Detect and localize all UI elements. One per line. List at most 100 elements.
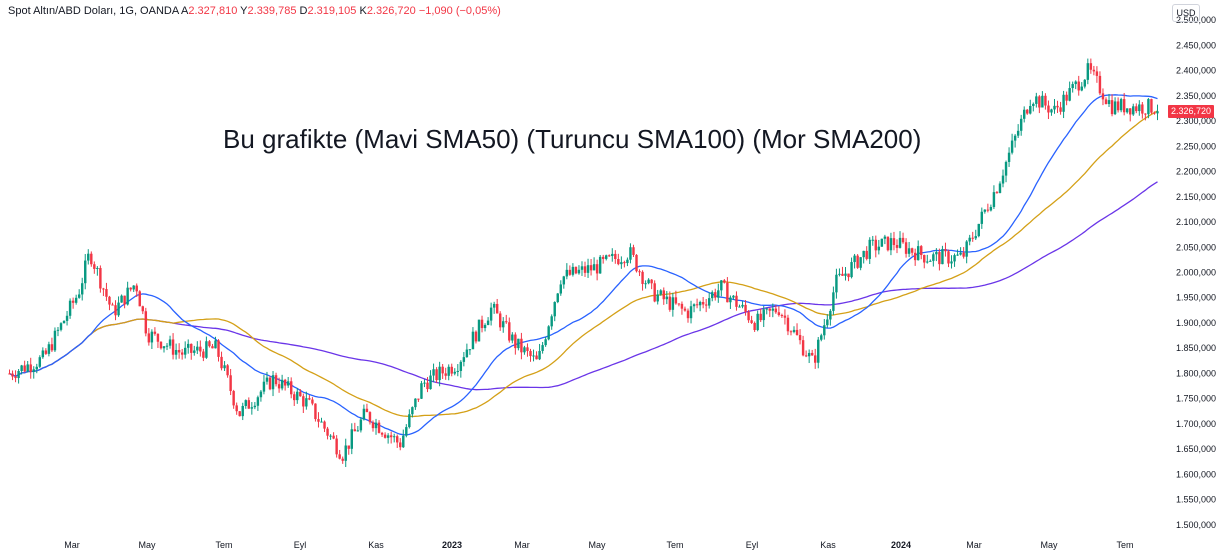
candle-body: [862, 250, 865, 258]
candle-body: [50, 344, 54, 351]
candle-body: [87, 253, 90, 261]
candle-body: [865, 250, 868, 259]
candle-body: [1080, 86, 1083, 91]
candle-body: [711, 292, 714, 299]
candle-body: [732, 295, 735, 298]
candle-body: [659, 290, 662, 295]
candle-body: [780, 315, 784, 317]
candle-body: [147, 333, 151, 343]
candle-body: [795, 329, 799, 336]
candle-body: [1071, 84, 1074, 89]
candle-body: [383, 434, 387, 438]
candle-body: [1095, 71, 1099, 76]
candle-body: [150, 331, 154, 343]
candle-body: [520, 338, 523, 353]
currency-button[interactable]: USD: [1172, 4, 1200, 22]
low-value: 2.319,105: [307, 5, 357, 17]
candle-body: [159, 341, 163, 349]
candle-body: [838, 273, 841, 275]
price-tick-label: 1.900,000: [1176, 318, 1216, 328]
time-tick-label: May: [588, 540, 606, 550]
candle-body: [311, 399, 314, 404]
candle-body: [735, 295, 738, 307]
time-tick-label: Tem: [1116, 540, 1133, 550]
open-label: A: [181, 5, 189, 17]
candle-body: [162, 346, 166, 349]
candle-body: [265, 377, 269, 382]
candle-body: [420, 383, 423, 399]
candle-body: [692, 304, 696, 307]
candle-body: [1032, 103, 1035, 106]
candle-body: [1074, 81, 1077, 85]
candle-body: [396, 436, 399, 443]
candle-body: [1089, 63, 1093, 70]
candle-body: [326, 428, 329, 436]
candle-body: [253, 405, 257, 408]
candle-body: [498, 313, 502, 328]
candle-body: [592, 264, 596, 271]
candle-body: [238, 411, 241, 417]
candle-body: [256, 397, 260, 406]
candle-body: [392, 436, 396, 438]
price-tick-label: 1.600,000: [1176, 469, 1216, 479]
candle-body: [1059, 107, 1062, 112]
candle-body: [1035, 96, 1038, 104]
candle-body: [726, 282, 729, 303]
candle-body: [971, 237, 974, 239]
candle-body: [135, 285, 138, 292]
price-tick-label: 2.150,000: [1176, 192, 1216, 202]
candle-body: [232, 391, 235, 406]
candle-body: [547, 326, 550, 340]
candle-body: [1077, 81, 1080, 91]
candle-body: [674, 297, 678, 304]
candle-body: [626, 259, 629, 264]
candle-body: [980, 211, 984, 224]
candle-body: [99, 267, 102, 289]
candle-body: [874, 239, 878, 251]
candle-body: [932, 254, 935, 261]
candle-body: [283, 379, 287, 386]
candle-body: [856, 255, 859, 268]
candle-body: [47, 344, 51, 354]
candle-body: [759, 313, 762, 321]
candle-body: [380, 432, 384, 435]
candle-body: [614, 253, 617, 260]
candle-body: [1098, 75, 1102, 94]
candle-body: [477, 319, 481, 342]
time-tick-label: Kas: [368, 540, 384, 550]
candle-body: [798, 335, 802, 341]
candle-body: [929, 260, 932, 262]
candle-body: [517, 338, 520, 349]
candle-body: [1062, 94, 1065, 112]
price-axis: 2.500,000 2.450,000 2.400,000 2.350,000 2.30…: [1176, 15, 1216, 530]
candle-body: [762, 309, 765, 321]
candle-body: [117, 302, 120, 316]
price-tick-label: 1.550,000: [1176, 495, 1216, 505]
candle-body: [926, 261, 929, 263]
candle-body: [704, 304, 708, 306]
candle-body: [1092, 69, 1096, 72]
candle-body: [892, 238, 896, 246]
candle-body: [598, 256, 602, 274]
candle-body: [26, 364, 29, 372]
candle-body: [941, 249, 944, 265]
candle-body: [174, 350, 178, 355]
price-tick-label: 2.050,000: [1176, 242, 1216, 252]
candle-body: [1065, 94, 1068, 101]
candle-body: [432, 369, 435, 376]
candle-body: [886, 236, 890, 251]
candle-body: [1116, 101, 1120, 111]
candle-body: [910, 248, 914, 253]
sma100-polyline: [9, 110, 1158, 418]
time-axis: Mar May Tem Eyl Kas 2023 Mar May Tem Eyl Kas 2024 Ma…: [64, 540, 1133, 550]
candle-body: [768, 308, 771, 311]
candle-body: [1026, 109, 1029, 114]
candle-body: [595, 264, 599, 274]
price-tick-label: 2.350,000: [1176, 91, 1216, 101]
candle-body: [1050, 109, 1053, 113]
candle-body: [187, 343, 190, 348]
candle-body: [535, 355, 538, 360]
candle-body: [126, 287, 129, 305]
candle-body: [629, 247, 632, 260]
